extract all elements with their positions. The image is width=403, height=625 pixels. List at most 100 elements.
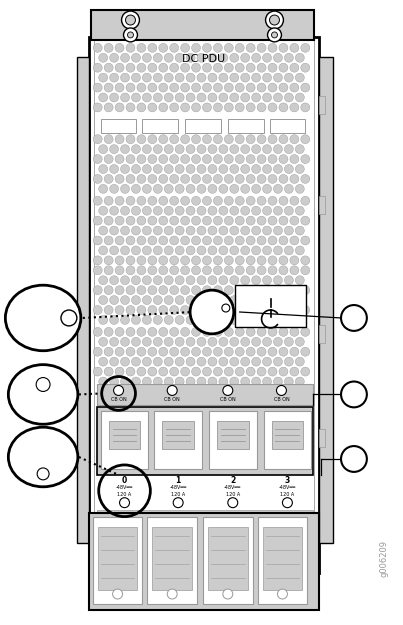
Circle shape [137, 43, 146, 53]
Circle shape [223, 386, 233, 396]
Circle shape [181, 43, 189, 53]
Circle shape [115, 63, 124, 72]
Circle shape [268, 83, 277, 92]
Ellipse shape [8, 364, 78, 424]
Circle shape [175, 296, 184, 304]
Circle shape [230, 276, 239, 285]
Bar [152, 526, 192, 590]
Circle shape [274, 53, 283, 63]
Circle shape [268, 135, 277, 144]
Circle shape [181, 348, 189, 356]
Circle shape [120, 93, 129, 102]
Circle shape [208, 164, 217, 174]
Circle shape [263, 73, 272, 82]
Circle shape [159, 103, 168, 112]
Circle shape [114, 386, 124, 396]
Text: -48V══: -48V══ [116, 485, 133, 490]
Circle shape [125, 15, 135, 25]
Circle shape [181, 367, 189, 376]
Circle shape [290, 286, 299, 294]
Circle shape [115, 328, 124, 336]
Circle shape [279, 63, 288, 72]
Circle shape [93, 328, 102, 336]
Circle shape [202, 154, 212, 164]
Ellipse shape [8, 428, 78, 487]
Circle shape [224, 83, 233, 92]
Circle shape [131, 246, 140, 255]
Circle shape [285, 296, 293, 304]
Circle shape [257, 196, 266, 205]
Text: -48V══: -48V══ [224, 485, 241, 490]
Circle shape [224, 328, 233, 336]
Circle shape [104, 286, 113, 294]
Circle shape [214, 256, 222, 265]
Circle shape [208, 246, 217, 255]
Circle shape [93, 266, 102, 275]
Circle shape [153, 93, 162, 102]
Circle shape [99, 357, 108, 366]
Circle shape [142, 338, 152, 346]
Circle shape [202, 286, 212, 294]
Circle shape [208, 338, 217, 346]
Bar [217, 421, 249, 449]
Circle shape [148, 103, 157, 112]
Bar [93, 517, 142, 604]
Circle shape [142, 73, 152, 82]
Circle shape [295, 338, 304, 346]
Circle shape [241, 316, 250, 324]
Circle shape [219, 226, 228, 235]
Circle shape [235, 63, 244, 72]
Circle shape [164, 377, 173, 386]
Circle shape [197, 357, 206, 366]
Circle shape [127, 32, 133, 38]
Circle shape [274, 338, 283, 346]
Circle shape [191, 216, 201, 225]
Circle shape [99, 93, 108, 102]
Circle shape [301, 135, 310, 144]
Circle shape [104, 306, 113, 314]
Circle shape [99, 338, 108, 346]
Bar [97, 408, 313, 475]
Circle shape [341, 381, 367, 408]
Circle shape [104, 154, 113, 164]
Circle shape [214, 286, 222, 294]
Circle shape [263, 184, 272, 193]
Circle shape [153, 357, 162, 366]
Circle shape [191, 154, 201, 164]
Circle shape [263, 316, 272, 324]
Circle shape [181, 216, 189, 225]
Text: 3: 3 [350, 452, 358, 466]
Circle shape [202, 196, 212, 205]
Circle shape [257, 348, 266, 356]
Circle shape [219, 184, 228, 193]
Circle shape [164, 184, 173, 193]
Circle shape [120, 316, 129, 324]
Bar [235, 285, 306, 327]
Circle shape [191, 63, 201, 72]
Circle shape [279, 306, 288, 314]
Circle shape [142, 184, 152, 193]
Circle shape [148, 236, 157, 245]
Circle shape [246, 63, 255, 72]
Circle shape [301, 256, 310, 265]
Circle shape [159, 135, 168, 144]
Bar [263, 526, 302, 590]
Circle shape [181, 328, 189, 336]
Circle shape [197, 316, 206, 324]
Circle shape [181, 196, 189, 205]
Circle shape [285, 206, 293, 215]
Circle shape [110, 184, 118, 193]
Circle shape [219, 246, 228, 255]
Circle shape [202, 256, 212, 265]
Circle shape [115, 306, 124, 314]
Bar [98, 526, 137, 590]
Circle shape [224, 63, 233, 72]
Circle shape [278, 589, 287, 599]
Circle shape [175, 226, 184, 235]
Text: -48V══: -48V══ [279, 485, 296, 490]
Circle shape [186, 246, 195, 255]
Circle shape [110, 338, 118, 346]
Circle shape [257, 216, 266, 225]
Circle shape [110, 276, 118, 285]
Text: 1: 1 [176, 476, 181, 486]
